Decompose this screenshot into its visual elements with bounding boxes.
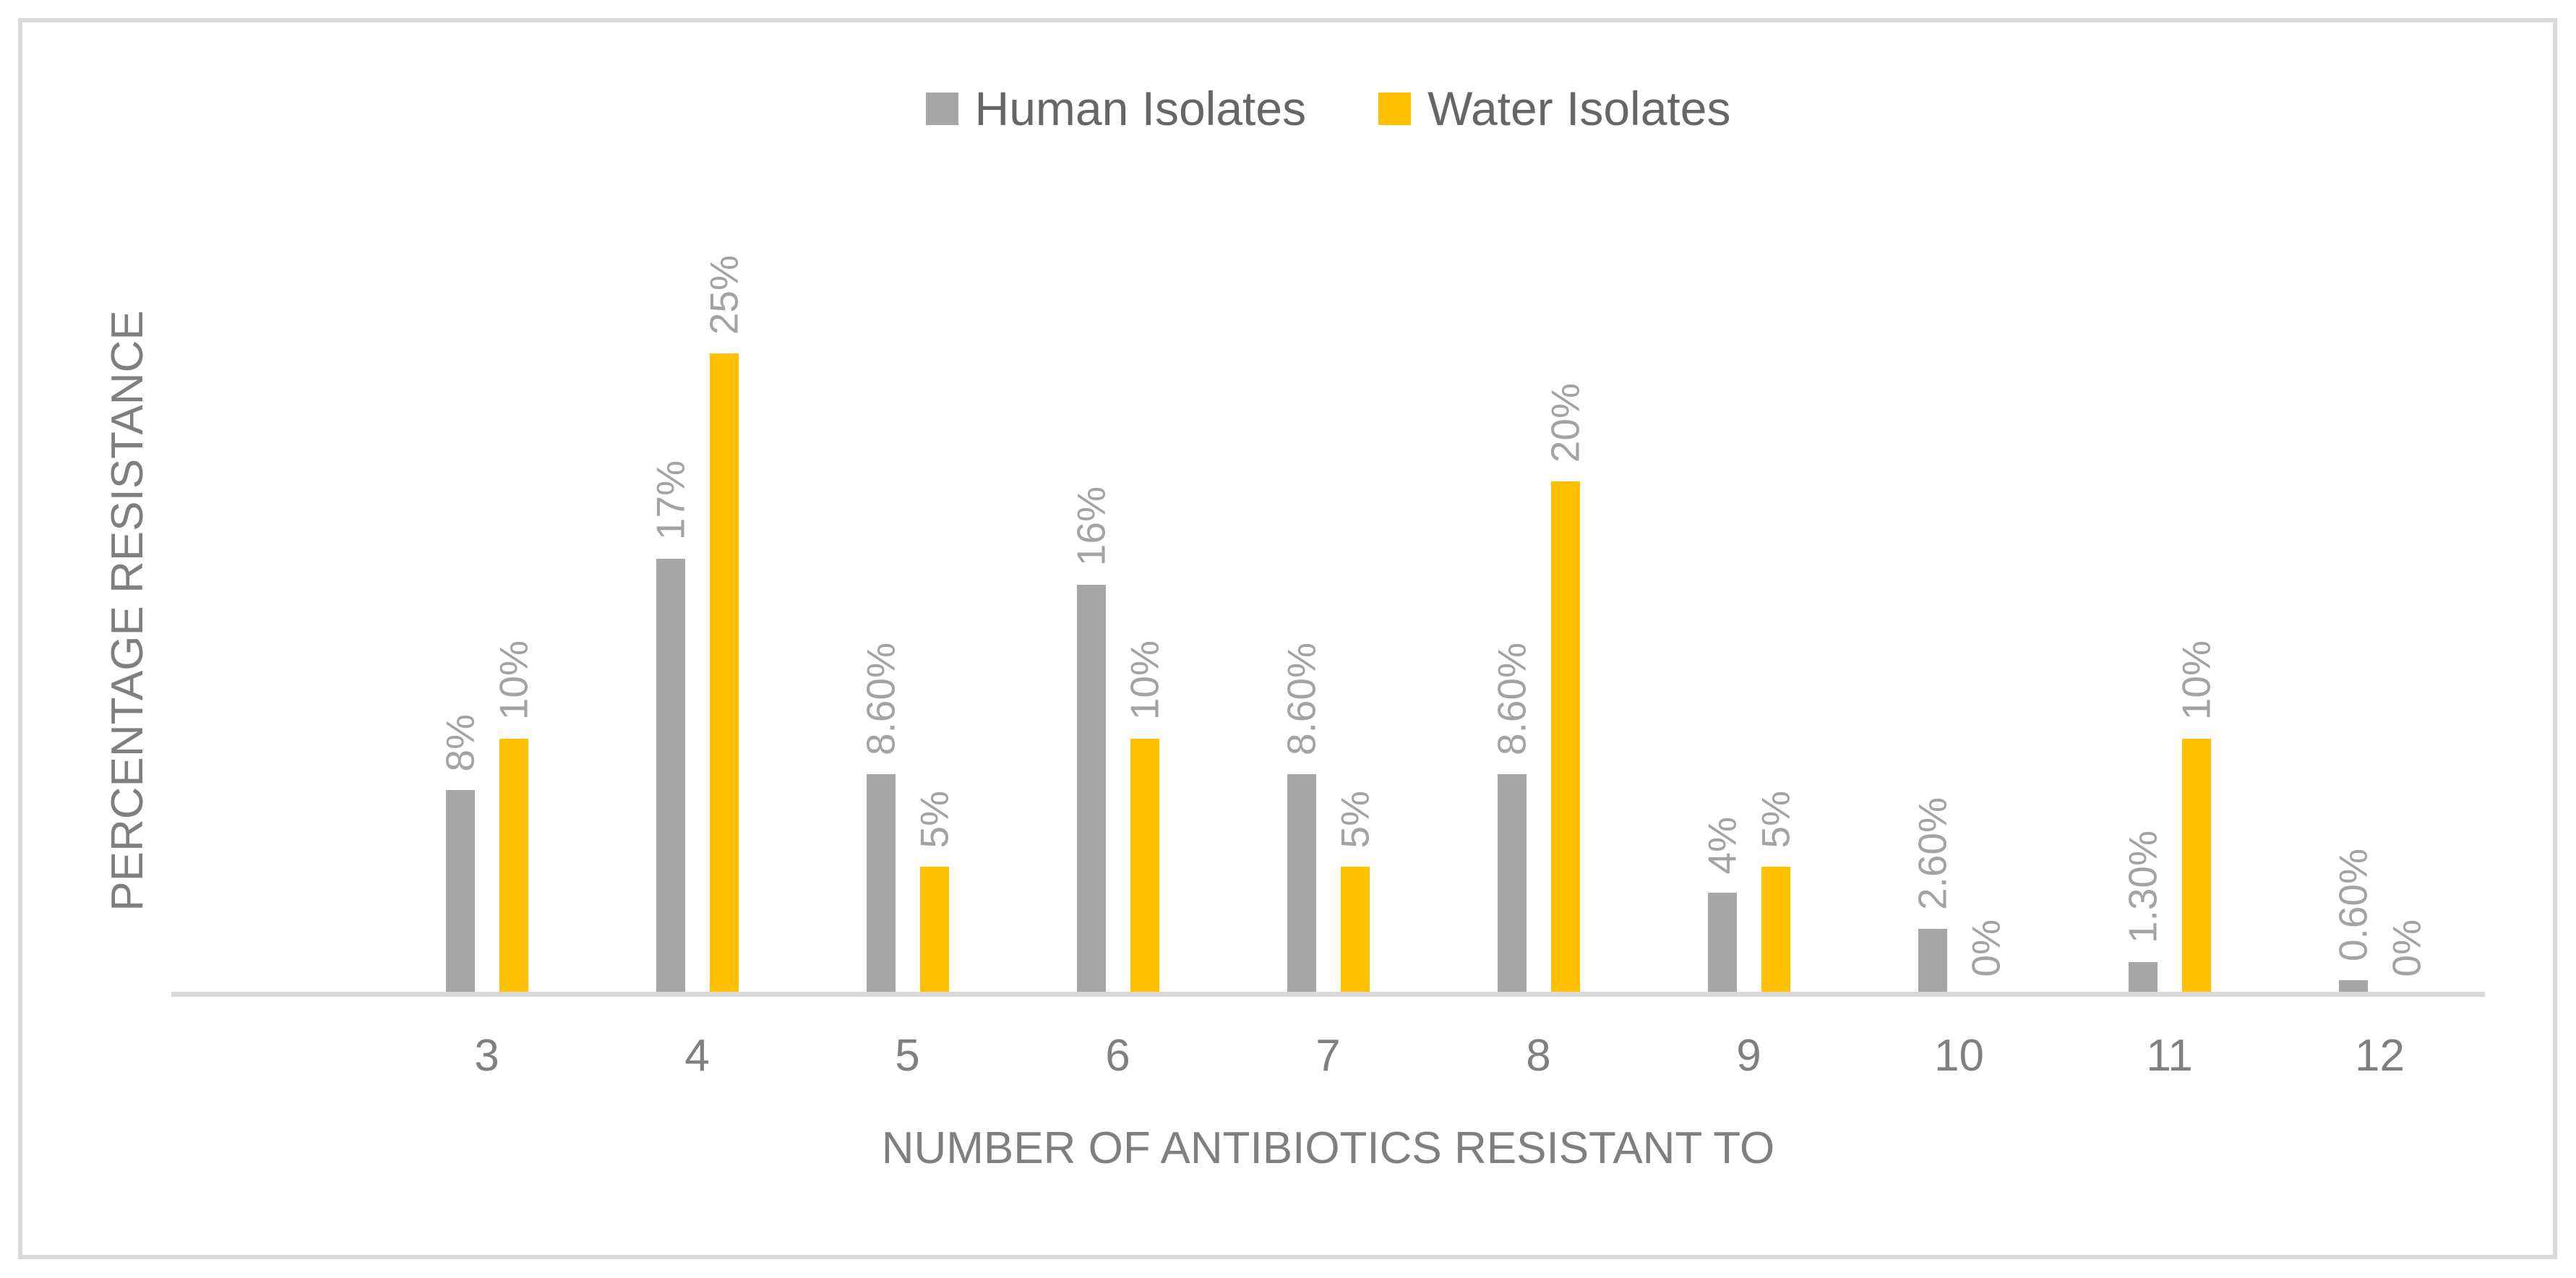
bar-human-5: 8.60% <box>858 643 903 995</box>
bar-water-9: 5% <box>1753 791 1798 995</box>
x-tick-10: 10 <box>1934 1031 1984 1081</box>
x-tick-11: 11 <box>2146 1031 2193 1081</box>
bar-water-5: 5% <box>911 791 956 995</box>
bar-water-6: 10% <box>1122 640 1167 995</box>
x-tick-blank <box>171 1030 382 1081</box>
x-tick-6: 6 <box>1105 1031 1130 1081</box>
data-label-human-10: 2.60% <box>1910 797 1954 910</box>
data-label-water-7: 5% <box>1332 790 1377 849</box>
data-label-human-6: 16% <box>1068 486 1113 566</box>
category-group-6: 16% 10% <box>1013 289 1223 995</box>
data-label-water-12: 0% <box>2384 919 2429 977</box>
data-label-human-4: 17% <box>648 460 692 540</box>
category-slots: 8% 10% 17% 25% 8.60% 5% 16% 10% 8.60% 5% 8.60% 20% 4… <box>171 255 2485 995</box>
data-label-water-10: 0% <box>1963 919 2008 977</box>
data-label-human-11: 1.30% <box>2120 831 2165 943</box>
bar-human-3: 8% <box>437 714 482 995</box>
x-tick-3: 3 <box>474 1031 499 1081</box>
category-group-3: 8% 10% <box>382 289 592 995</box>
category-group-7: 8.60% 5% <box>1223 289 1433 995</box>
x-axis-title: NUMBER OF ANTIBIOTICS RESISTANT TO <box>881 1123 1775 1173</box>
data-label-human-8: 8.60% <box>1489 643 1534 755</box>
data-label-human-3: 8% <box>437 713 482 772</box>
bar-water-3: 10% <box>491 640 536 995</box>
legend-swatch-water-isolates <box>1378 92 1412 125</box>
x-tick-9: 9 <box>1736 1031 1761 1081</box>
category-group-10: 2.60% 0% <box>1854 289 2064 995</box>
legend-item-water-isolates: Water Isolates <box>1378 85 1730 132</box>
bar-human-6: 16% <box>1068 486 1113 995</box>
bar-human-8: 8.60% <box>1489 643 1534 995</box>
x-tick-4: 4 <box>684 1031 710 1081</box>
x-tick-12: 12 <box>2355 1031 2405 1081</box>
x-tick-5: 5 <box>895 1031 920 1081</box>
data-label-human-9: 4% <box>1699 816 1744 875</box>
y-axis-title: PERCENTAGE RESISTANCE <box>103 310 153 912</box>
data-label-water-5: 5% <box>911 790 956 849</box>
legend-label-water-isolates: Water Isolates <box>1427 82 1731 135</box>
data-label-water-4: 25% <box>701 254 746 335</box>
category-group-11: 1.30% 10% <box>2064 289 2275 995</box>
bar-water-8: 20% <box>1542 383 1587 995</box>
legend-label-human-isolates: Human Isolates <box>974 82 1307 135</box>
category-group-9: 4% 5% <box>1644 289 1854 995</box>
category-group-8: 8.60% 20% <box>1433 289 1644 995</box>
category-group-12: 0.60% 0% <box>2275 289 2485 995</box>
bar-human-11: 1.30% <box>2120 831 2165 995</box>
legend: Human Isolates Water Isolates <box>171 78 2485 139</box>
bar-water-7: 5% <box>1332 791 1377 995</box>
legend-swatch-human-isolates <box>925 92 958 125</box>
data-label-water-6: 10% <box>1122 640 1167 720</box>
data-label-water-11: 10% <box>2173 640 2218 720</box>
data-label-human-12: 0.60% <box>2330 849 2375 961</box>
category-group-4: 17% 25% <box>592 255 802 995</box>
x-tick-8: 8 <box>1526 1031 1551 1081</box>
chart-border <box>18 18 2557 1259</box>
bar-water-4: 25% <box>701 255 746 995</box>
data-label-human-7: 8.60% <box>1279 643 1323 755</box>
bar-human-4: 17% <box>648 460 692 995</box>
x-axis-line <box>171 992 2485 997</box>
bar-human-9: 4% <box>1699 817 1744 995</box>
plot-area: 8% 10% 17% 25% 8.60% 5% 16% 10% 8.60% 5% 8.60% 20% 4… <box>171 255 2485 995</box>
bar-human-10: 2.60% <box>1910 797 1954 995</box>
legend-item-human-isolates: Human Isolates <box>925 82 1307 135</box>
category-group <box>171 289 382 995</box>
data-label-water-8: 20% <box>1542 382 1587 463</box>
data-label-water-3: 10% <box>491 640 536 720</box>
x-axis-tick-labels: 3 4 5 6 7 8 9 10 11 12 <box>171 1030 2485 1081</box>
bar-human-7: 8.60% <box>1279 643 1323 995</box>
category-group-5: 8.60% 5% <box>802 289 1013 995</box>
bar-water-11: 10% <box>2173 640 2218 995</box>
bar-human-12: 0.60% <box>2330 849 2375 995</box>
data-label-water-9: 5% <box>1753 790 1798 849</box>
data-label-human-5: 8.60% <box>858 643 903 755</box>
x-tick-7: 7 <box>1315 1031 1341 1081</box>
